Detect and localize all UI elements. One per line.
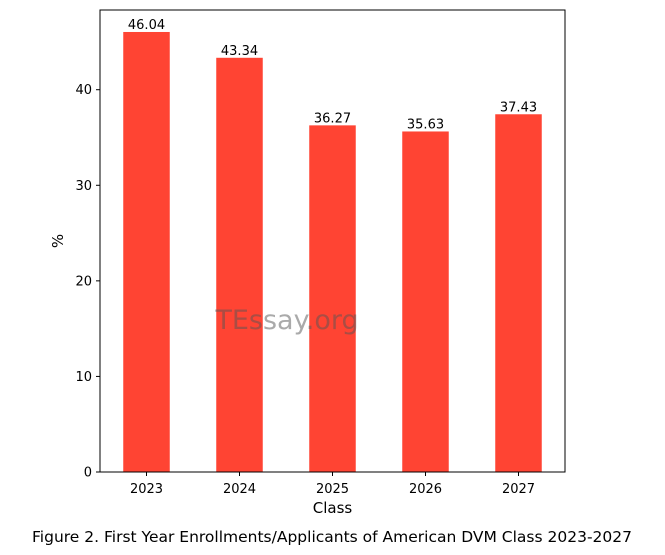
bar-2027 (495, 114, 542, 472)
y-axis-label: % (49, 234, 67, 248)
y-tick-label-0: 0 (84, 466, 92, 481)
y-axis-ticks: 0 10 20 30 40 (75, 83, 100, 481)
data-label-2024: 43.34 (221, 44, 258, 59)
y-tick-label-30: 30 (75, 179, 92, 194)
data-label-2023: 46.04 (128, 18, 165, 33)
bar-2025 (309, 125, 356, 473)
x-tick-label-2027: 2027 (502, 482, 535, 497)
x-axis-ticks: 2023 2024 2025 2026 2027 (130, 472, 535, 497)
x-tick-label-2025: 2025 (316, 482, 349, 497)
watermark-text: TEssay.org (214, 305, 358, 336)
figure-caption: Figure 2. First Year Enrollments/Applica… (32, 528, 632, 546)
y-tick-label-20: 20 (75, 274, 92, 289)
x-tick-label-2026: 2026 (409, 482, 442, 497)
bar-2024 (216, 57, 263, 473)
y-tick-label-10: 10 (75, 370, 92, 385)
data-labels-group: 46.04 43.34 36.27 35.63 37.43 (128, 18, 537, 132)
data-label-2027: 37.43 (500, 100, 537, 115)
data-label-2026: 35.63 (407, 117, 444, 132)
bar-2026 (402, 131, 449, 472)
data-label-2025: 36.27 (314, 111, 351, 126)
bars-group (123, 31, 542, 473)
x-tick-label-2024: 2024 (223, 482, 256, 497)
x-axis-label: Class (313, 499, 353, 517)
x-tick-label-2023: 2023 (130, 482, 163, 497)
y-tick-label-40: 40 (75, 83, 92, 98)
bar-2023 (123, 31, 170, 472)
